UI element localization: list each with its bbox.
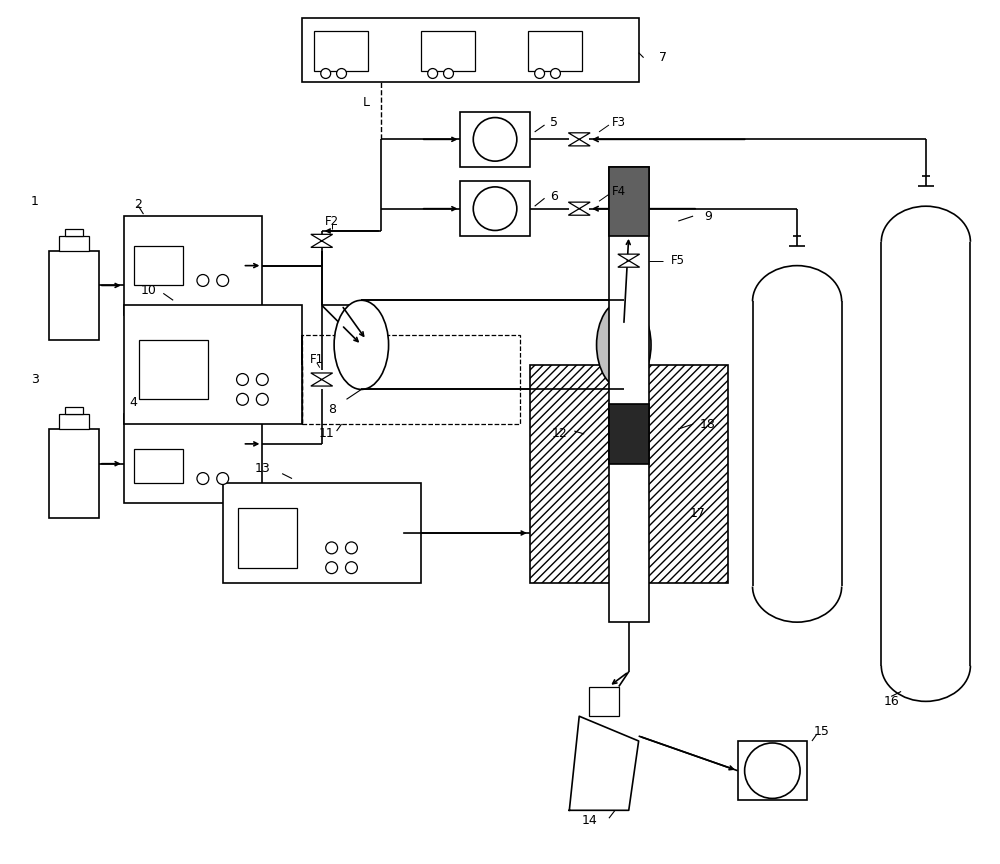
Circle shape: [473, 118, 517, 162]
Bar: [124, 414, 262, 504]
Text: 11: 11: [319, 428, 335, 441]
Text: 2: 2: [135, 198, 142, 211]
Circle shape: [256, 393, 268, 405]
Text: F5: F5: [671, 254, 685, 267]
Text: 16: 16: [883, 695, 899, 708]
Circle shape: [326, 542, 338, 554]
Circle shape: [321, 68, 331, 79]
Bar: [124, 305, 302, 424]
Text: 12: 12: [552, 428, 567, 441]
Circle shape: [217, 473, 229, 485]
Ellipse shape: [597, 301, 651, 390]
Bar: [134, 246, 183, 285]
Polygon shape: [311, 234, 333, 247]
Circle shape: [337, 68, 346, 79]
Bar: [421, 31, 475, 71]
Text: 5: 5: [550, 116, 558, 129]
Text: 17: 17: [690, 506, 706, 520]
Bar: [124, 216, 262, 315]
Text: F4: F4: [612, 185, 626, 198]
Circle shape: [197, 275, 209, 287]
Polygon shape: [618, 254, 640, 267]
Text: F3: F3: [612, 116, 626, 129]
Text: 8: 8: [328, 403, 336, 416]
Circle shape: [197, 473, 209, 485]
Text: L: L: [363, 96, 370, 109]
Circle shape: [346, 562, 357, 574]
Circle shape: [326, 562, 338, 574]
Polygon shape: [311, 373, 333, 386]
Bar: [609, 167, 649, 236]
Bar: [65, 407, 83, 414]
Text: 4: 4: [130, 396, 138, 409]
Bar: [460, 112, 530, 167]
Circle shape: [444, 68, 453, 79]
Polygon shape: [568, 133, 590, 146]
Bar: [65, 229, 83, 236]
Bar: [314, 31, 368, 71]
Circle shape: [256, 373, 268, 385]
Ellipse shape: [334, 301, 389, 390]
Polygon shape: [568, 202, 590, 215]
Text: F2: F2: [325, 214, 339, 227]
Bar: [460, 181, 530, 236]
Text: 1: 1: [31, 194, 38, 207]
Circle shape: [745, 743, 800, 798]
Circle shape: [535, 68, 545, 79]
Bar: [530, 365, 728, 582]
Bar: [134, 448, 183, 484]
Text: F1: F1: [310, 353, 324, 366]
Bar: [59, 414, 89, 429]
Bar: [609, 404, 649, 464]
Bar: [302, 18, 639, 82]
Circle shape: [551, 68, 560, 79]
Bar: [609, 167, 649, 622]
Polygon shape: [569, 716, 639, 810]
Circle shape: [346, 542, 357, 554]
Text: 3: 3: [31, 373, 38, 386]
Bar: [49, 429, 99, 518]
Text: 6: 6: [551, 190, 558, 203]
Bar: [49, 251, 99, 340]
Circle shape: [473, 187, 517, 231]
Circle shape: [237, 373, 248, 385]
Text: 10: 10: [140, 284, 156, 297]
Bar: [238, 508, 297, 568]
Bar: [139, 340, 208, 399]
Bar: [59, 236, 89, 251]
Circle shape: [428, 68, 438, 79]
Text: 18: 18: [700, 417, 716, 430]
Text: 9: 9: [704, 210, 712, 223]
Circle shape: [217, 275, 229, 287]
Text: 13: 13: [254, 462, 270, 475]
Circle shape: [237, 393, 248, 405]
Bar: [738, 741, 807, 800]
Bar: [302, 335, 520, 424]
Text: 7: 7: [659, 51, 667, 64]
Bar: [589, 687, 619, 716]
Bar: [223, 484, 421, 582]
Text: 15: 15: [814, 725, 830, 738]
Bar: [528, 31, 582, 71]
Text: 14: 14: [581, 814, 597, 827]
